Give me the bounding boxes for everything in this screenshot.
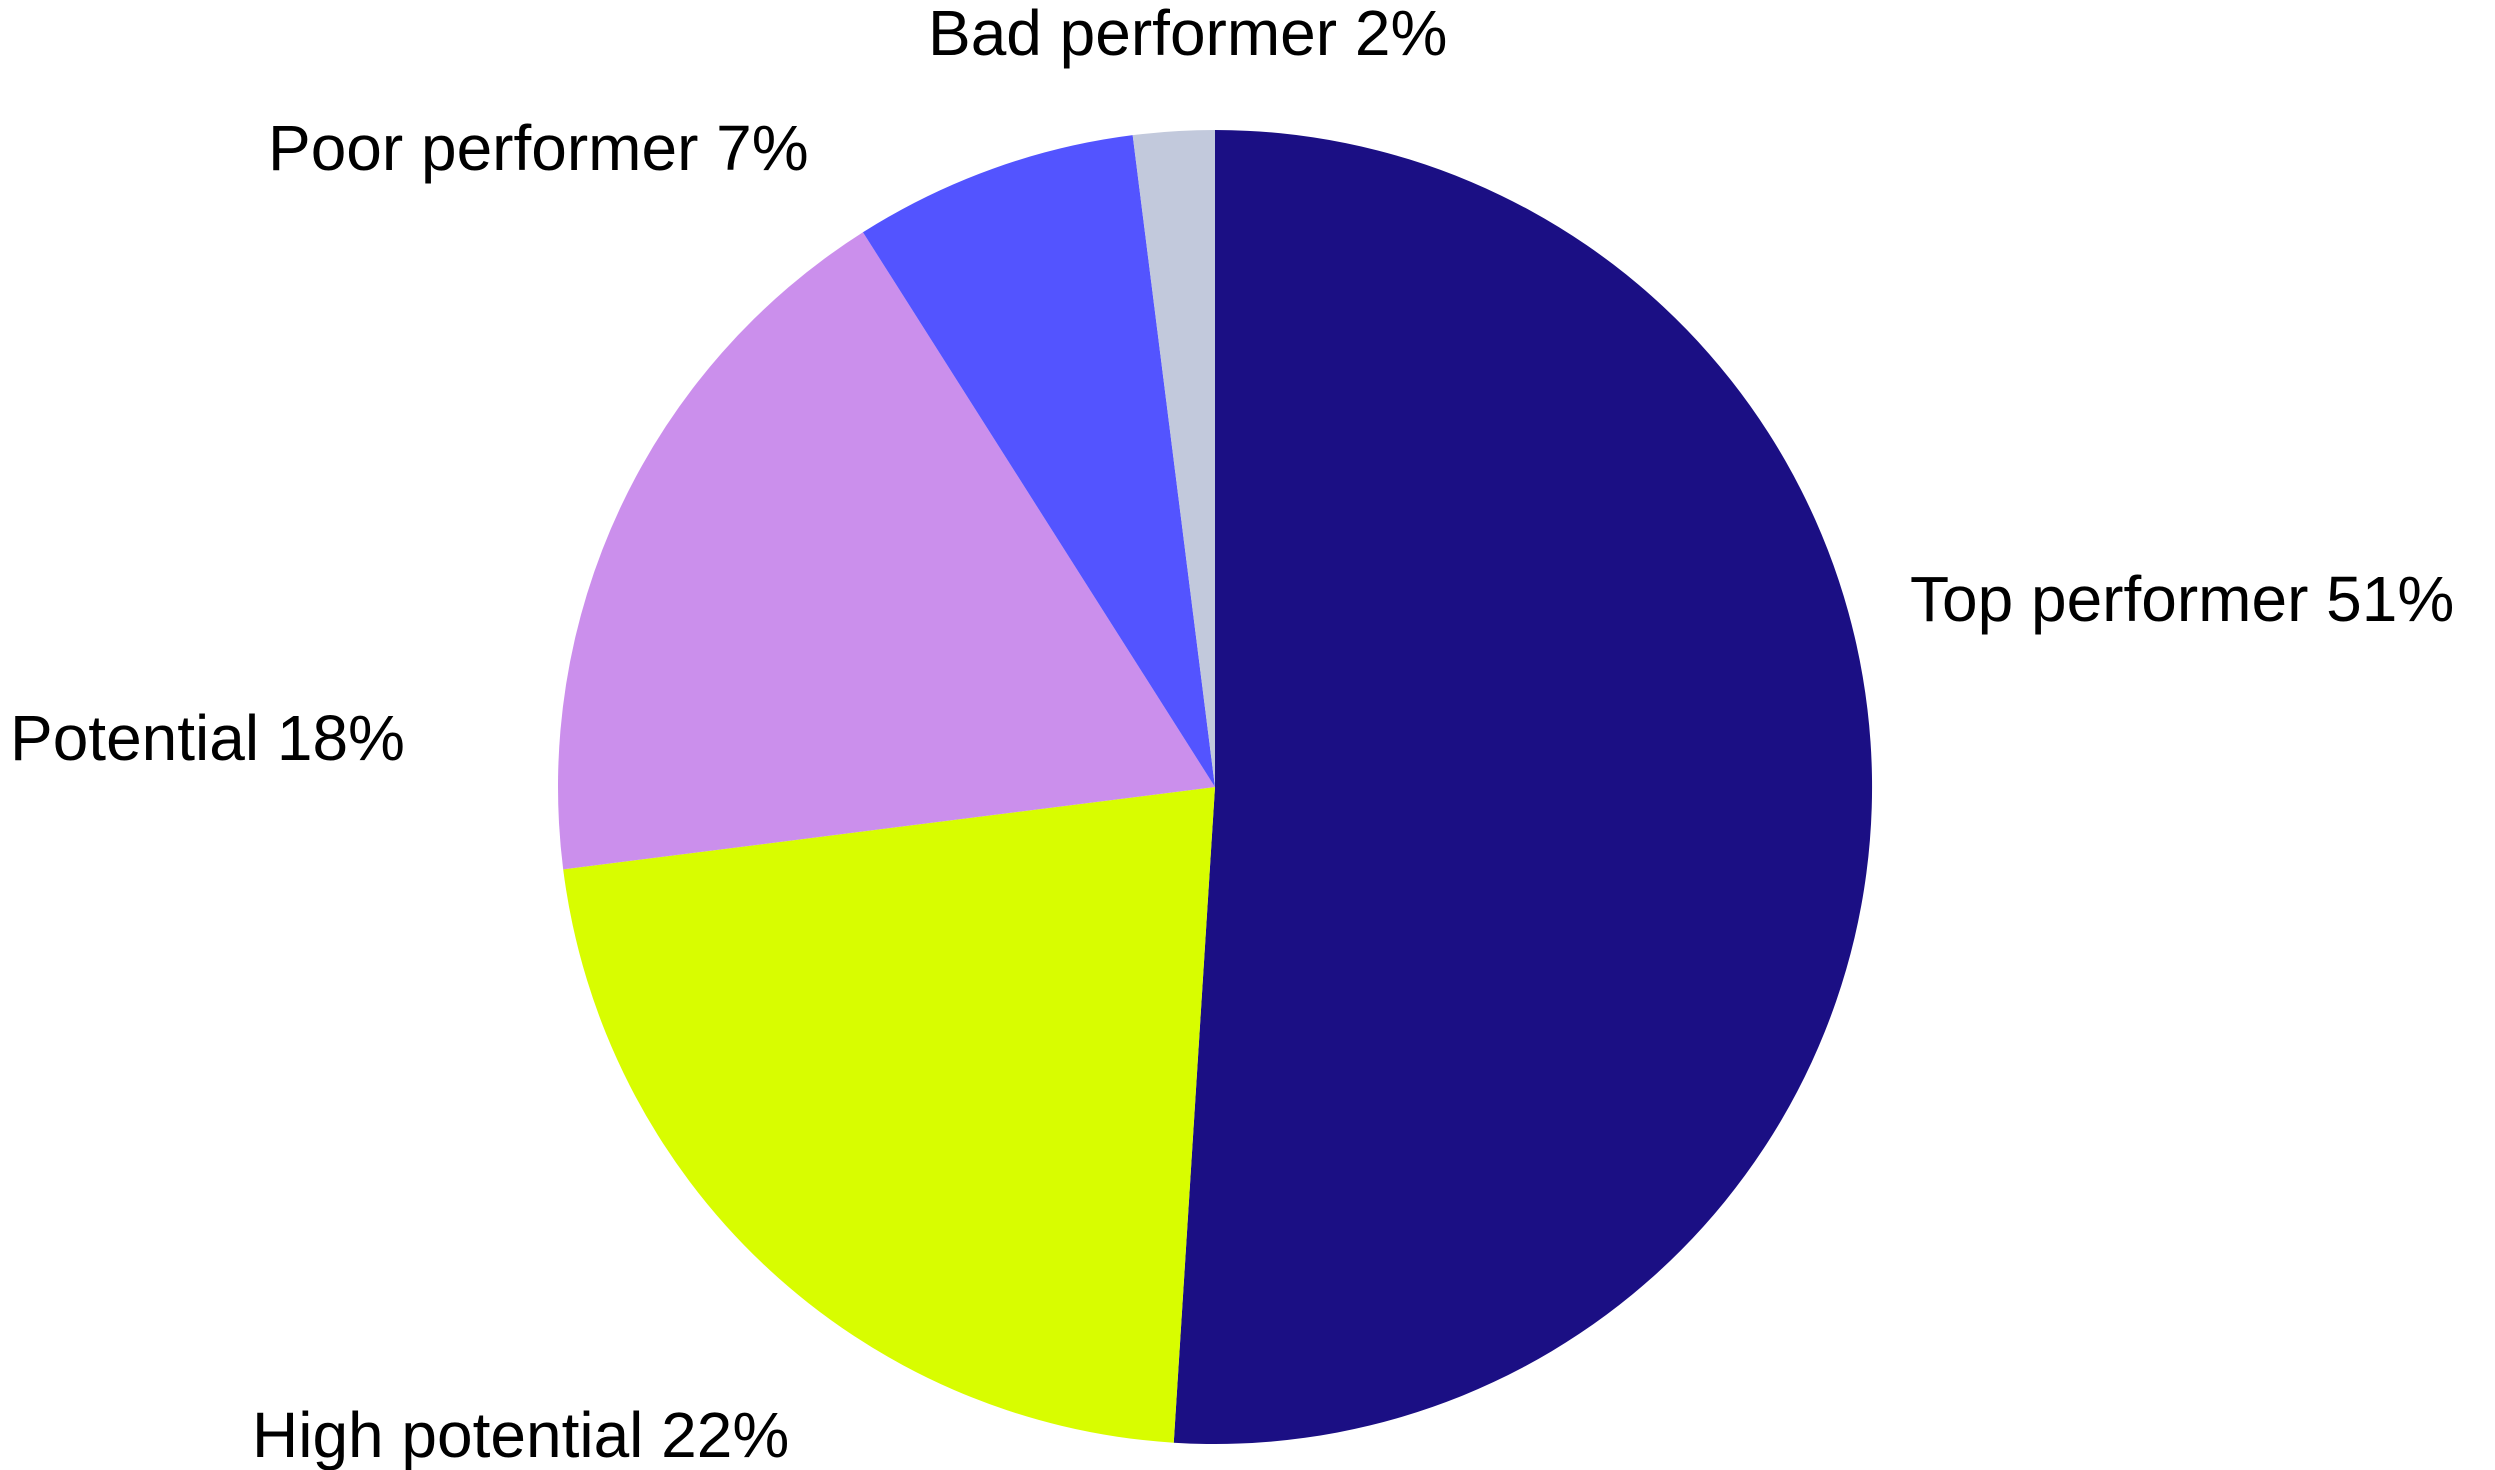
pie-slice-top-performer bbox=[1173, 129, 1873, 1444]
pie-slice-high-potential bbox=[563, 787, 1215, 1443]
pie-slice-potential bbox=[558, 232, 1215, 870]
pie-slice-bad-performer bbox=[1132, 130, 1215, 787]
pie-slices bbox=[558, 129, 1873, 1444]
pie-slice-poor-performer bbox=[862, 135, 1215, 787]
pie-labels: Top performer 51% High potential 22% Pot… bbox=[10, 0, 2454, 1470]
slice-label-bad-performer: Bad performer 2% bbox=[928, 0, 1447, 69]
slice-label-high-potential: High potential 22% bbox=[252, 1399, 789, 1470]
slice-label-potential: Potential 18% bbox=[10, 702, 405, 774]
slice-label-poor-performer: Poor performer 7% bbox=[268, 112, 809, 184]
slice-label-top-performer: Top performer 51% bbox=[1910, 563, 2454, 635]
